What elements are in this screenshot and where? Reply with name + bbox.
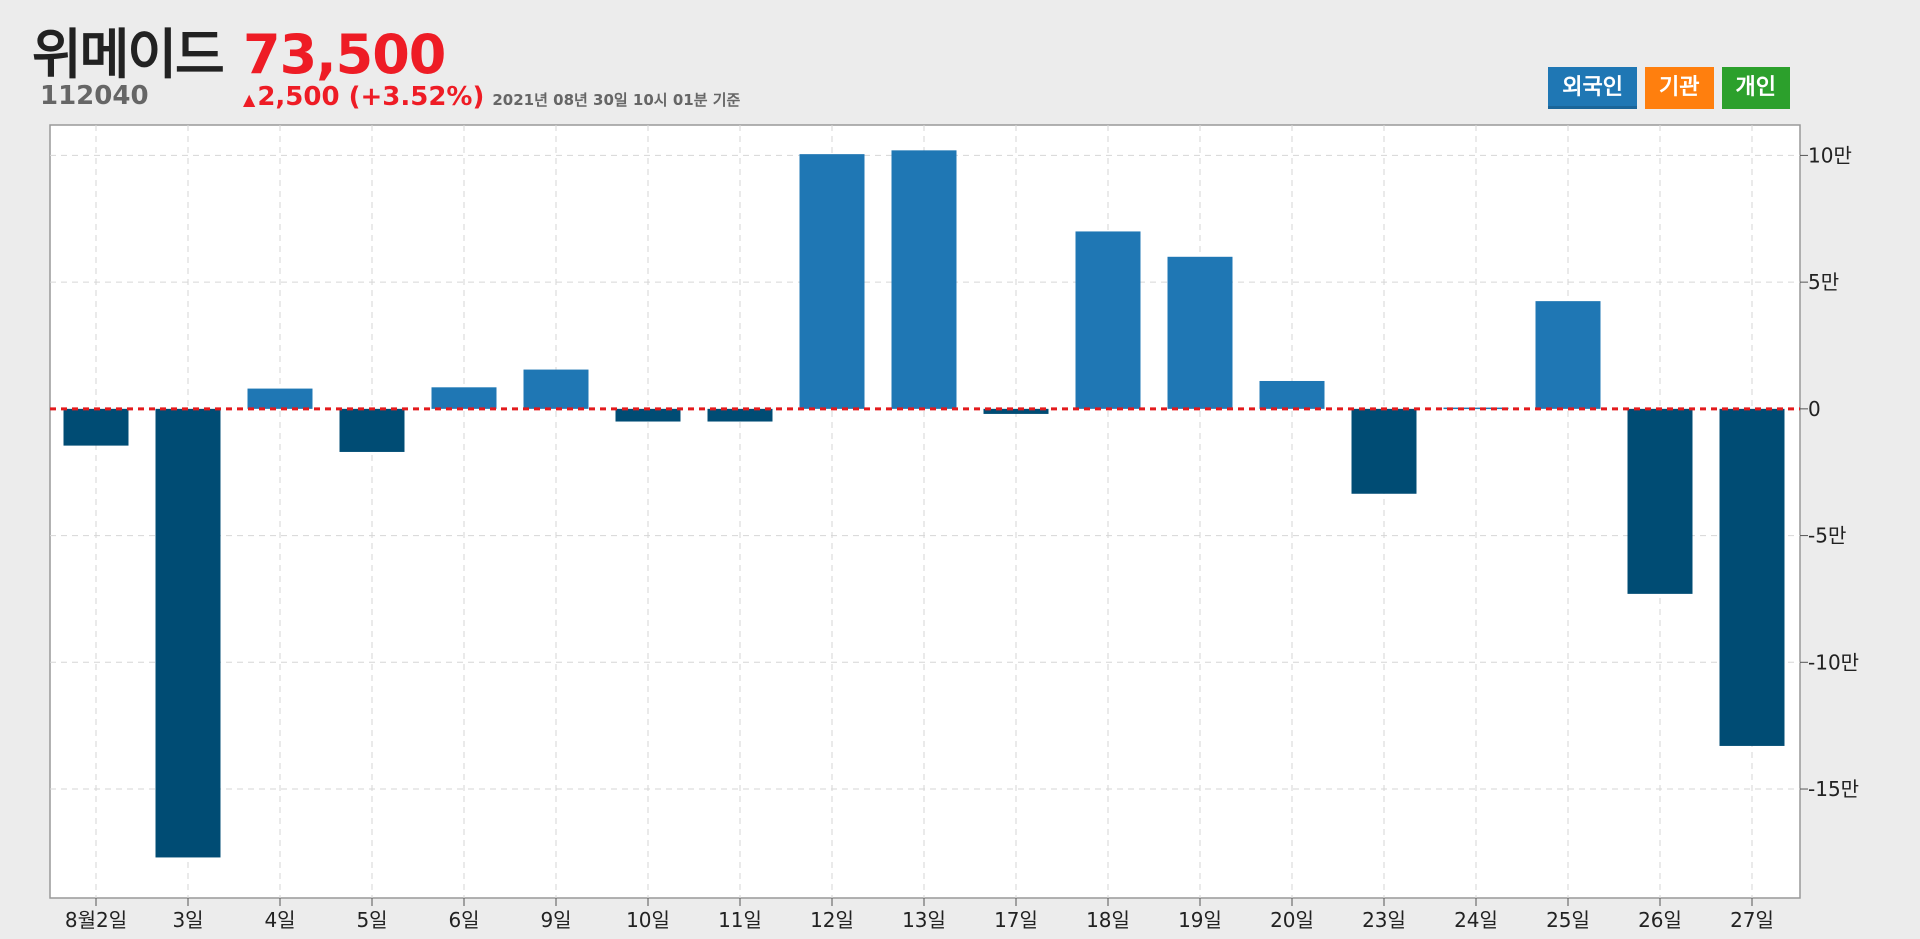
individual-button[interactable]: 개인 — [1721, 67, 1790, 109]
x-tick-label: 26일 — [1638, 908, 1682, 932]
x-tick-label: 6일 — [448, 908, 479, 932]
x-tick-label: 20일 — [1270, 908, 1314, 932]
x-axis: 8월2일 3일 4일 5일 6일 9일 10일 11일 12일 13일 17일 18일 19일 20일 23… — [65, 898, 1774, 932]
bar-6 — [523, 369, 589, 409]
x-tick-label: 27일 — [1730, 908, 1774, 932]
foreigner-button[interactable]: 외국인 — [1548, 67, 1638, 109]
institution-button[interactable]: 기관 — [1645, 67, 1714, 109]
x-tick-label: 5일 — [356, 908, 387, 932]
bar-2 — [155, 408, 221, 858]
stock-name: 위메이드 — [32, 23, 225, 86]
investor-toggle-group: 외국인 기관 개인 — [1548, 67, 1790, 109]
bar-18 — [1627, 408, 1693, 594]
header: 위메이드 112040 73,500 ▲ 2,500 (+3.52%) 2021… — [0, 0, 1920, 125]
stock-code: 112040 — [40, 81, 149, 111]
x-tick-label: 3일 — [172, 908, 203, 932]
y-tick-label: 0 — [1808, 397, 1821, 421]
y-tick-label: 10만 — [1808, 143, 1852, 167]
bar-4 — [339, 408, 405, 452]
bar-16 — [1443, 407, 1509, 410]
bar-17 — [1535, 301, 1601, 409]
bar-19 — [1719, 408, 1785, 746]
x-tick-label: 24일 — [1454, 908, 1498, 932]
stock-price: 73,500 — [243, 23, 446, 86]
bar-14 — [1259, 380, 1325, 409]
x-tick-label: 18일 — [1086, 908, 1130, 932]
y-tick-label: -10만 — [1808, 650, 1859, 674]
bar-13 — [1167, 256, 1233, 409]
x-tick-label: 23일 — [1362, 908, 1406, 932]
y-tick-label: -5만 — [1808, 524, 1846, 548]
x-tick-label: 25일 — [1546, 908, 1590, 932]
bar-3 — [247, 388, 313, 409]
bar-10 — [891, 150, 957, 409]
price-change-row: ▲ 2,500 (+3.52%) 2021년 08년 30일 10시 01분 기… — [243, 82, 740, 114]
x-tick-label: 8월2일 — [65, 908, 127, 932]
bar-9 — [799, 154, 865, 409]
bar-1 — [63, 408, 129, 446]
up-triangle-icon: ▲ — [243, 90, 256, 109]
bar-5 — [431, 387, 497, 409]
x-tick-label: 19일 — [1178, 908, 1222, 932]
x-tick-label: 9일 — [540, 908, 571, 932]
x-tick-label: 4일 — [264, 908, 295, 932]
timestamp: 2021년 08년 30일 10시 01분 기준 — [492, 91, 741, 109]
x-tick-label: 12일 — [810, 908, 854, 932]
y-tick-label: -15만 — [1808, 777, 1859, 801]
price-change: 2,500 (+3.52%) — [257, 82, 485, 112]
bars — [63, 150, 1785, 858]
x-tick-label: 10일 — [626, 908, 670, 932]
y-tick-label: 5만 — [1808, 270, 1839, 294]
bar-15 — [1351, 408, 1417, 494]
bar-8 — [707, 408, 773, 422]
y-axis: 10만 5만 0 -5만 -10만 -15만 — [1800, 143, 1859, 801]
x-tick-label: 11일 — [718, 908, 762, 932]
x-tick-label: 17일 — [994, 908, 1038, 932]
bar-11 — [983, 408, 1049, 414]
bar-12 — [1075, 231, 1141, 409]
x-tick-label: 13일 — [902, 908, 946, 932]
bar-7 — [615, 408, 681, 422]
